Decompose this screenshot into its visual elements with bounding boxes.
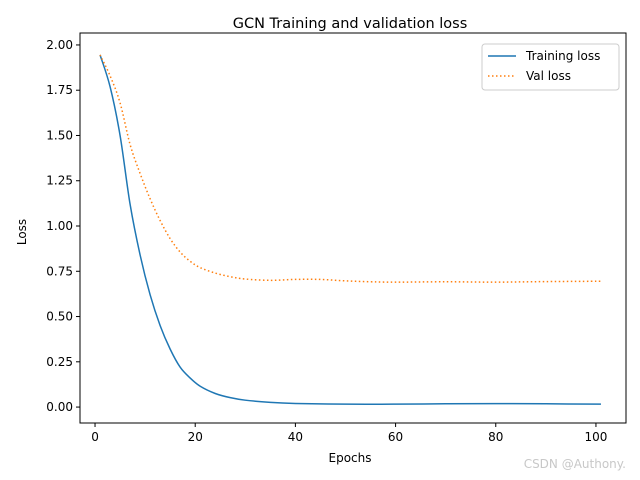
x-tick-label: 40: [288, 430, 303, 444]
y-tick-label: 0.50: [46, 310, 73, 324]
watermark: CSDN @Authony.: [524, 457, 626, 471]
y-tick-label: 0.75: [46, 264, 73, 278]
x-tick-label: 100: [584, 430, 607, 444]
axes-frame: [79, 32, 627, 424]
y-tick-label: 1.75: [46, 83, 73, 97]
y-axis-label: Loss: [15, 219, 29, 245]
x-tick-label: 60: [388, 430, 403, 444]
y-tick-label: 1.25: [46, 174, 73, 188]
legend: Training loss Val loss: [481, 43, 620, 91]
legend-label: Val loss: [526, 69, 571, 83]
series-line-val-loss: [99, 54, 601, 283]
x-tick-label: 20: [188, 430, 203, 444]
x-axis-label: Epochs: [329, 451, 372, 465]
y-tick-label: 1.00: [46, 219, 73, 233]
legend-box: [481, 43, 620, 91]
y-tick-label: 1.50: [46, 128, 73, 142]
chart-title: GCN Training and validation loss: [233, 16, 468, 32]
y-tick-label: 0.00: [46, 400, 73, 414]
y-tick-label: 0.25: [46, 355, 73, 369]
y-tick-label: 2.00: [46, 38, 73, 52]
legend-label: Training loss: [525, 49, 600, 63]
series-line-training-loss: [99, 54, 601, 405]
x-tick-label: 0: [91, 430, 99, 444]
x-tick-label: 80: [488, 430, 503, 444]
